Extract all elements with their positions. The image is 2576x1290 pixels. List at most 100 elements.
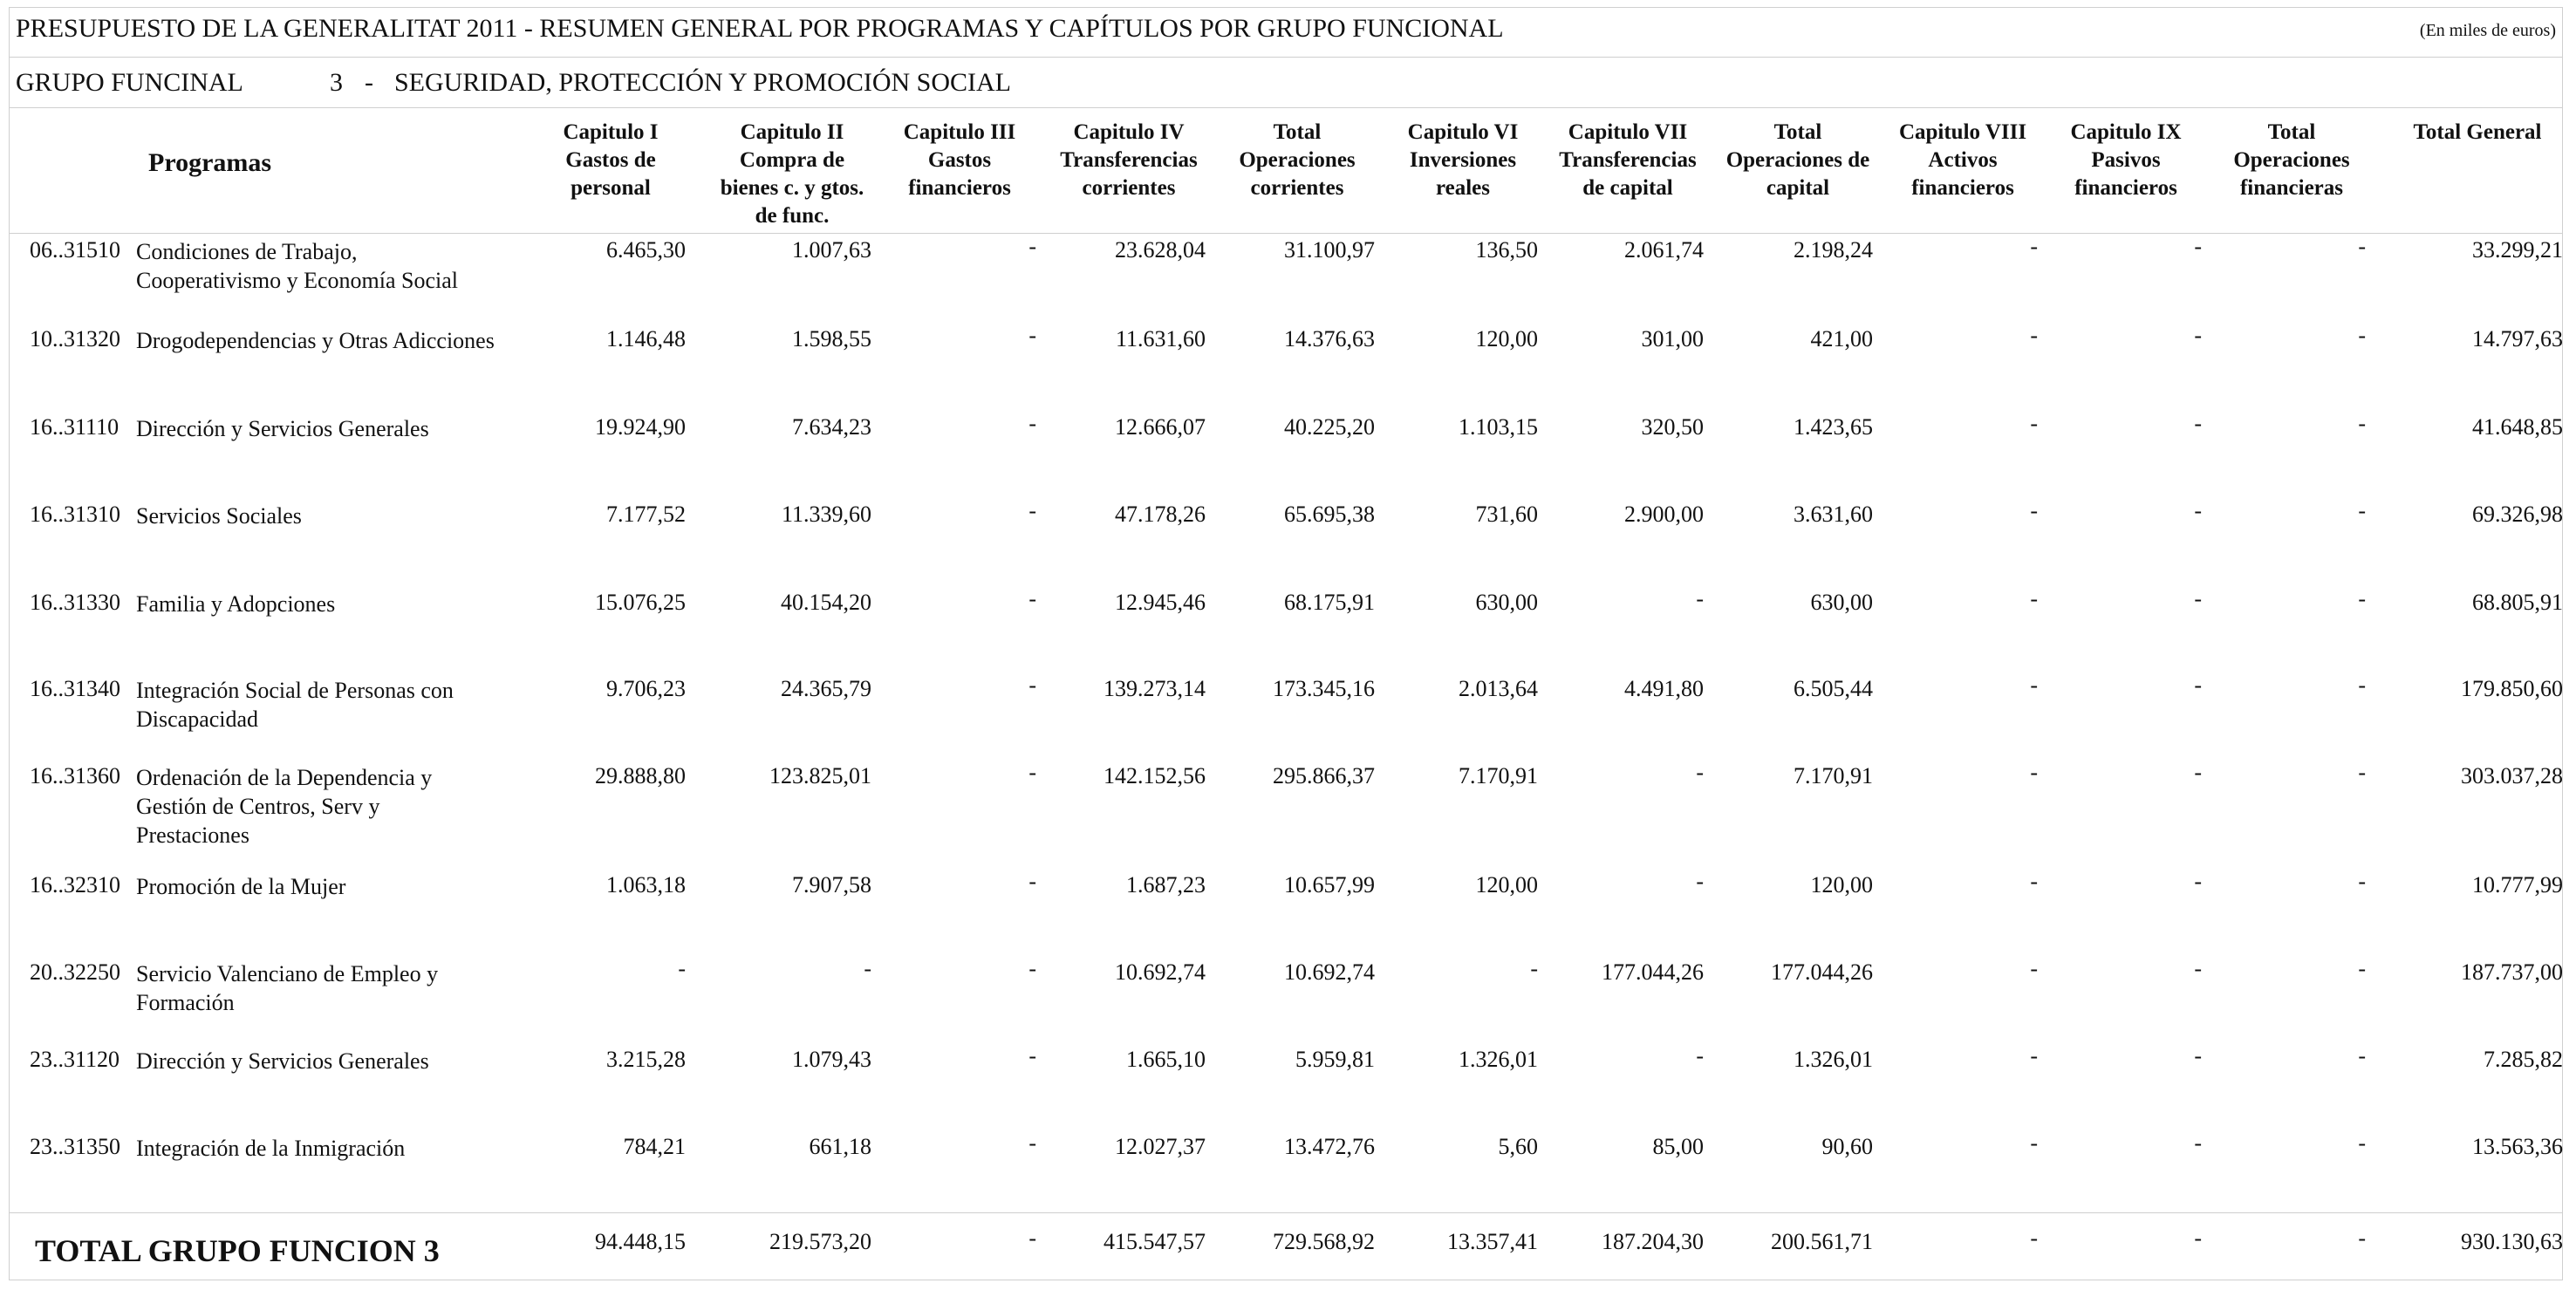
value-cell: 85,00 xyxy=(1652,1134,1705,1159)
value-cell: 29.888,80 xyxy=(595,763,686,788)
column-header-line: Capitulo VI xyxy=(1407,120,1519,144)
value-cell: 13.563,36 xyxy=(2472,1134,2563,1159)
program-name-line: Ordenación de la Dependencia y xyxy=(136,765,433,790)
value-cell: - xyxy=(2194,956,2202,981)
value-cell: 320,50 xyxy=(1641,414,1705,440)
program-code: 16..31340 xyxy=(30,676,120,701)
value-cell: 179.850,60 xyxy=(2461,676,2563,701)
value-cell: 6.465,30 xyxy=(606,237,686,263)
value-cell: - xyxy=(1028,956,1036,981)
group-separator: - xyxy=(365,68,373,97)
value-cell: - xyxy=(2030,498,2038,523)
document-title: PRESUPUESTO DE LA GENERALITAT 2011 - RES… xyxy=(16,14,1504,43)
value-cell: - xyxy=(1028,1130,1036,1156)
value-cell: - xyxy=(2030,1130,2038,1156)
value-cell: 9.706,23 xyxy=(606,676,686,701)
program-code: 16..32310 xyxy=(30,872,120,898)
value-cell: 142.152,56 xyxy=(1104,763,1206,788)
program-name-line: Servicios Sociales xyxy=(136,503,302,529)
value-cell: 729.568,92 xyxy=(1273,1229,1375,1254)
group-label: GRUPO FUNCINAL xyxy=(16,68,243,97)
column-header-line: Gastos xyxy=(927,148,992,172)
program-name-line: Dirección y Servicios Generales xyxy=(136,416,429,441)
value-cell: 7.170,91 xyxy=(1794,763,1873,788)
program-name-line: Familia y Adopciones xyxy=(136,591,336,617)
value-cell: 1.079,43 xyxy=(792,1047,871,1072)
value-cell: 65.695,38 xyxy=(1284,502,1375,527)
value-cell: - xyxy=(2194,869,2202,894)
value-cell: 120,00 xyxy=(1810,872,1874,898)
column-header-line: Operaciones xyxy=(1239,148,1356,172)
value-cell: - xyxy=(2030,760,2038,785)
value-cell: 23.628,04 xyxy=(1115,237,1206,263)
value-cell: 173.345,16 xyxy=(1273,676,1375,701)
value-cell: 301,00 xyxy=(1641,326,1705,352)
group-number: 3 xyxy=(330,68,343,97)
value-cell: - xyxy=(2030,323,2038,348)
value-cell: 19.924,90 xyxy=(595,414,686,440)
value-cell: 139.273,14 xyxy=(1104,676,1206,701)
value-cell: 94.448,15 xyxy=(595,1229,686,1254)
program-name: Drogodependencias y Otras Adicciones xyxy=(136,326,546,355)
program-code: 10..31320 xyxy=(30,326,120,352)
value-cell: 10.692,74 xyxy=(1284,959,1375,985)
value-cell: - xyxy=(2358,586,2366,611)
value-cell: 6.505,44 xyxy=(1794,676,1873,701)
value-cell: 3.631,60 xyxy=(1794,502,1873,527)
value-cell: 120,00 xyxy=(1475,872,1539,898)
program-code: 16..31110 xyxy=(30,414,120,440)
program-name-line: Prestaciones xyxy=(136,822,249,848)
column-header: Total General xyxy=(2390,119,2565,147)
column-header-line: Pasivos xyxy=(2091,148,2161,172)
value-cell: 200.561,71 xyxy=(1771,1229,1873,1254)
column-header-line: Inversiones xyxy=(1409,148,1517,172)
value-cell: - xyxy=(2030,1043,2038,1068)
column-header-line: Capitulo III xyxy=(903,120,1016,144)
value-cell: 69.326,98 xyxy=(2472,502,2563,527)
value-cell: 12.666,07 xyxy=(1115,414,1206,440)
value-cell: 630,00 xyxy=(1475,590,1539,615)
value-cell: 177.044,26 xyxy=(1771,959,1873,985)
column-header: Capitulo VI Inversiones reales xyxy=(1376,119,1550,202)
value-cell: - xyxy=(1028,234,1036,259)
program-name: Condiciones de Trabajo, Cooperativismo y … xyxy=(136,237,546,295)
value-cell: 1.146,48 xyxy=(606,326,686,352)
column-header-line: Compra de xyxy=(739,148,845,172)
value-cell: 12.027,37 xyxy=(1115,1134,1206,1159)
program-name-line: Cooperativismo y Economía Social xyxy=(136,268,458,293)
value-cell: - xyxy=(2194,1043,2202,1068)
program-code: 16..31360 xyxy=(30,763,120,788)
value-cell: - xyxy=(864,956,871,981)
value-cell: - xyxy=(2358,1043,2366,1068)
column-header: Capitulo IV Transferencias corrientes xyxy=(1042,119,1216,202)
column-header: Capitulo VII Transferencias de capital xyxy=(1541,119,1715,202)
value-cell: - xyxy=(2358,411,2366,436)
value-cell: - xyxy=(1530,956,1538,981)
value-cell: - xyxy=(2358,498,2366,523)
value-cell: 1.063,18 xyxy=(606,872,686,898)
value-cell: - xyxy=(1028,586,1036,611)
column-header-line: Transferencias xyxy=(1559,148,1697,172)
value-cell: 3.215,28 xyxy=(606,1047,686,1072)
value-cell: 295.866,37 xyxy=(1273,763,1375,788)
value-cell: - xyxy=(2030,234,2038,259)
value-cell: 784,21 xyxy=(623,1134,687,1159)
value-cell: 930.130,63 xyxy=(2461,1229,2563,1254)
value-cell: 14.797,63 xyxy=(2472,326,2563,352)
value-cell: - xyxy=(1696,869,1704,894)
value-cell: - xyxy=(1696,586,1704,611)
program-name: Dirección y Servicios Generales xyxy=(136,414,546,443)
value-cell: 11.631,60 xyxy=(1115,326,1206,352)
value-cell: - xyxy=(1028,869,1036,894)
value-cell: 1.007,63 xyxy=(792,237,871,263)
column-header-line: Capitulo IX xyxy=(2070,120,2182,144)
value-cell: 1.598,55 xyxy=(792,326,871,352)
value-cell: 1.687,23 xyxy=(1126,872,1206,898)
value-cell: 7.170,91 xyxy=(1459,763,1538,788)
column-header-line: Total xyxy=(1273,120,1322,144)
value-cell: - xyxy=(2194,411,2202,436)
program-name-line: Condiciones de Trabajo, xyxy=(136,239,358,264)
value-cell: - xyxy=(2030,1225,2038,1251)
value-cell: 10.692,74 xyxy=(1115,959,1206,985)
value-cell: 187.737,00 xyxy=(2461,959,2563,985)
